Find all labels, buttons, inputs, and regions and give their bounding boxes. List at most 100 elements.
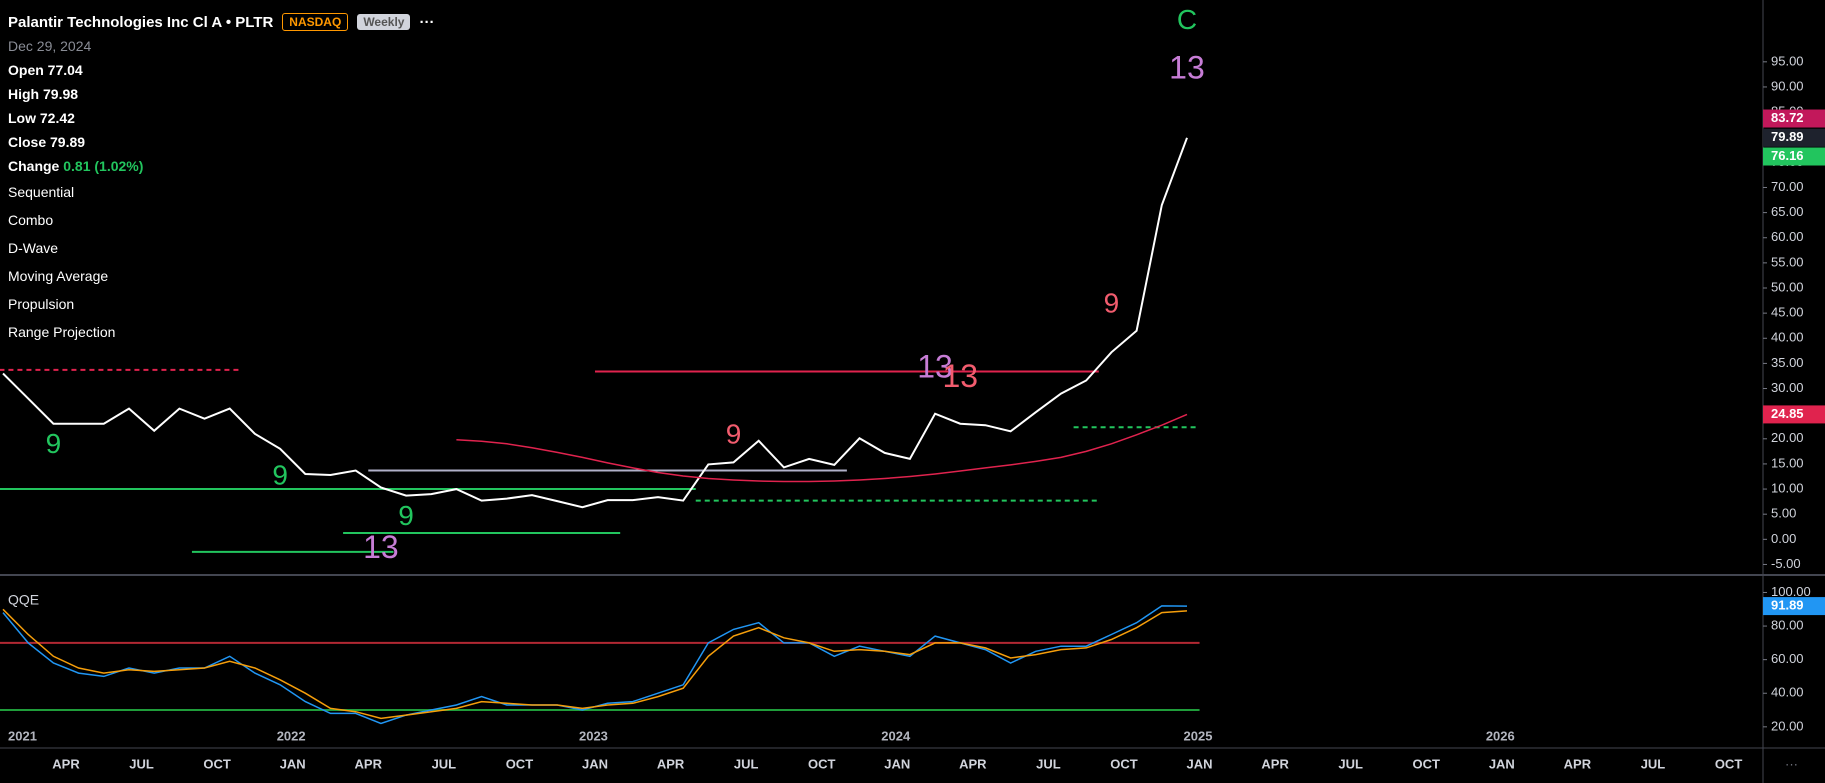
y-tick-label: 60.00 <box>1771 651 1804 666</box>
x-tick-label: OCT <box>506 756 534 771</box>
y-tick-label: 45.00 <box>1771 305 1804 320</box>
indicator-name[interactable]: Propulsion <box>8 296 75 312</box>
pane-title: QQE <box>8 592 39 608</box>
y-tick-label: 0.00 <box>1771 531 1796 546</box>
x-tick-label: APR <box>657 756 685 771</box>
price-tag-label: 91.89 <box>1771 598 1804 613</box>
value: 0.81 (1.02%) <box>63 158 144 174</box>
y-tick-label: 20.00 <box>1771 430 1804 445</box>
x-tick-label: OCT <box>808 756 836 771</box>
bar-date: Dec 29, 2024 <box>8 38 92 54</box>
year-label: 2024 <box>881 728 911 743</box>
symbol-title: Palantir Technologies Inc Cl A • PLTR <box>8 13 274 31</box>
x-tick-label: JUL <box>1036 756 1061 771</box>
x-tick-label: OCT <box>1413 756 1441 771</box>
price-tag <box>1763 405 1825 424</box>
year-label: 2023 <box>579 728 608 743</box>
count-label: 9 <box>1104 287 1120 318</box>
price-tag-label: 24.85 <box>1771 406 1804 421</box>
indicator-name[interactable]: Moving Average <box>8 268 109 284</box>
x-tick-label: APR <box>1564 756 1592 771</box>
x-tick-label: APR <box>52 756 80 771</box>
value: 77.04 <box>47 62 83 78</box>
label: Open <box>8 62 44 78</box>
y-tick-label: 55.00 <box>1771 254 1804 269</box>
y-tick-label: 10.00 <box>1771 480 1804 495</box>
y-tick-label: 100.00 <box>1771 584 1811 599</box>
series-line <box>2 137 1188 509</box>
y-tick-label: 90.00 <box>1771 78 1804 93</box>
y-tick-label: 40.00 <box>1771 685 1804 700</box>
price-tag-label: 76.16 <box>1771 148 1804 163</box>
indicator-list: Sequential Combo D-Wave Moving Average Propu… <box>8 178 434 346</box>
count-label: 9 <box>726 419 742 450</box>
series-line <box>2 608 1188 720</box>
y-tick-label: 30.00 <box>1771 380 1804 395</box>
x-tick-label: JAN <box>1489 756 1515 771</box>
y-tick-label: 15.00 <box>1771 455 1804 470</box>
x-tick-label: APR <box>355 756 383 771</box>
ohlc-high: High 79.98 <box>8 82 434 106</box>
y-tick-label: 20.00 <box>1771 718 1804 733</box>
year-label: 2022 <box>277 728 306 743</box>
label: Close <box>8 134 47 150</box>
y-tick-label: -5.00 <box>1771 556 1801 571</box>
interval-badge[interactable]: Weekly <box>357 14 411 30</box>
price-tag <box>1763 128 1825 147</box>
year-label: 2025 <box>1184 728 1213 743</box>
value: 79.89 <box>50 134 86 150</box>
count-label: 9 <box>398 500 414 531</box>
x-tick-label: JAN <box>582 756 608 771</box>
label: Low <box>8 110 36 126</box>
price-tag-label: 83.72 <box>1771 110 1804 125</box>
x-tick-label: OCT <box>203 756 231 771</box>
price-tag <box>1763 109 1825 128</box>
price-tag <box>1763 597 1825 616</box>
ohlc-close: Close 79.89 <box>8 130 434 154</box>
series-line <box>456 413 1188 483</box>
header: Palantir Technologies Inc Cl A • PLTR NA… <box>8 10 434 34</box>
y-tick-label: 40.00 <box>1771 330 1804 345</box>
label: High <box>8 86 40 102</box>
x-tick-label: JAN <box>1187 756 1213 771</box>
x-tick-label: JUL <box>129 756 154 771</box>
count-label: 13 <box>917 348 953 384</box>
x-tick-label: OCT <box>1715 756 1743 771</box>
x-tick-label: JUL <box>1338 756 1363 771</box>
y-tick-label: 60.00 <box>1771 229 1804 244</box>
x-tick-label: JUL <box>432 756 457 771</box>
ohlc-low: Low 72.42 <box>8 106 434 130</box>
x-tick-label: JAN <box>280 756 306 771</box>
value: 79.98 <box>43 86 79 102</box>
x-tick-label: JUL <box>734 756 759 771</box>
price-tag <box>1763 147 1825 166</box>
exchange-badge: NASDAQ <box>282 13 349 31</box>
year-label: 2026 <box>1486 728 1515 743</box>
y-tick-label: 35.00 <box>1771 355 1804 370</box>
y-tick-label: 65.00 <box>1771 204 1804 219</box>
x-tick-label: APR <box>1261 756 1289 771</box>
count-label: 13 <box>942 358 978 394</box>
menu-button[interactable]: ··· <box>419 13 435 31</box>
value: 72.42 <box>39 110 75 126</box>
indicator-name[interactable]: Range Projection <box>8 324 116 340</box>
y-tick-label: 70.00 <box>1771 179 1804 194</box>
count-label: 13 <box>363 529 399 565</box>
count-label: 13 <box>1169 49 1205 85</box>
indicator-name[interactable]: D-Wave <box>8 240 59 256</box>
y-tick-label: 5.00 <box>1771 506 1796 521</box>
count-label: 9 <box>272 459 288 490</box>
count-label: 9 <box>46 428 62 459</box>
y-tick-label: 50.00 <box>1771 279 1804 294</box>
indicator-name[interactable]: Combo <box>8 212 54 228</box>
ohlc-change: Change 0.81 (1.02%) <box>8 154 434 178</box>
price-tag-label: 79.89 <box>1771 129 1804 144</box>
count-label: C <box>1177 4 1197 35</box>
y-tick-label: 95.00 <box>1771 53 1804 68</box>
x-tick-label: OCT <box>1110 756 1138 771</box>
indicator-name[interactable]: Sequential <box>8 184 75 200</box>
year-label: 2021 <box>8 728 37 743</box>
label: Change <box>8 158 60 174</box>
